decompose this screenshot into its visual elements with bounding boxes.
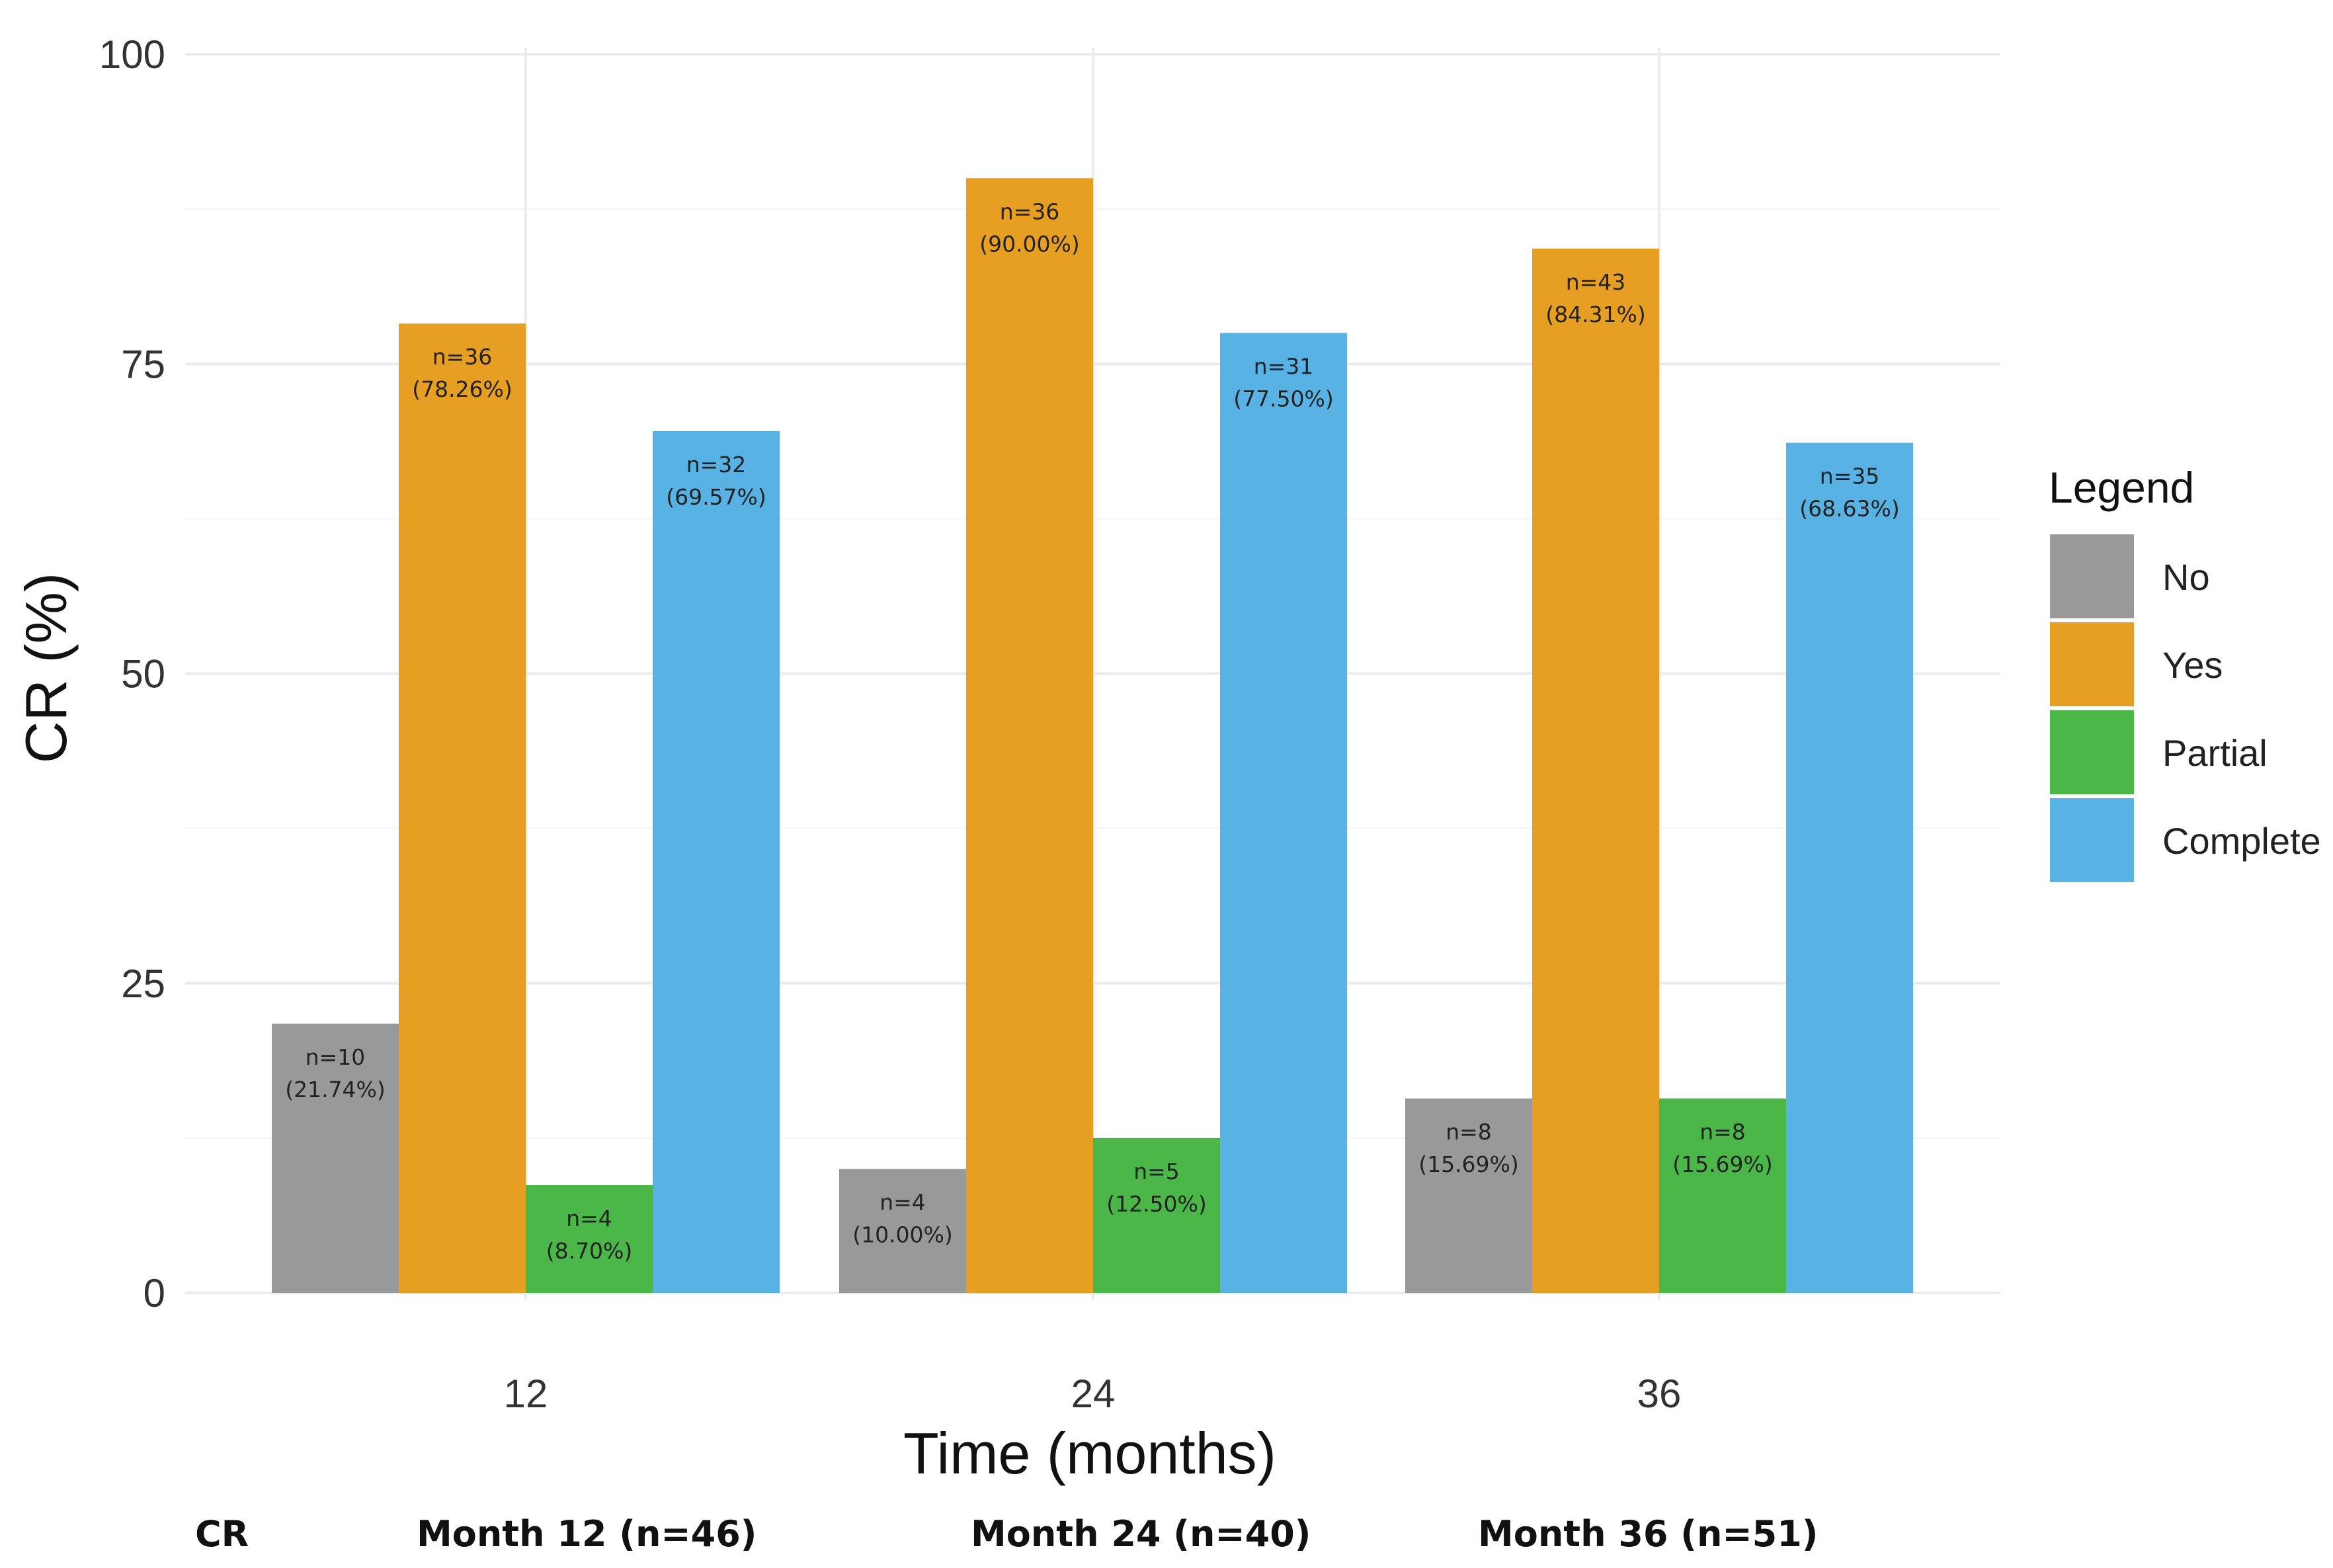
legend-swatch [2050,798,2134,882]
bar-percent-label: (68.63%) [1799,496,1900,522]
y-tick-label: 25 [121,962,165,1006]
x-tick-label: 36 [1637,1372,1682,1416]
cr-row-label: CR [195,1513,249,1555]
legend-swatch [2050,622,2134,706]
bar-count-label: n=35 [1820,464,1880,489]
bar-percent-label: (10.00%) [852,1222,953,1248]
y-tick-label: 100 [99,32,165,77]
legend: Legend No Yes Partial Complete [2049,463,2321,882]
bar-count-label: n=4 [880,1190,926,1216]
bar-percent-label: (90.00%) [979,231,1080,257]
bar-count-label: n=36 [432,344,493,370]
bar [399,323,526,1293]
bar [1786,442,1913,1294]
bar [1405,1098,1532,1293]
legend-label: Partial [2162,732,2268,774]
x-axis-ticks: 12 24 36 [504,1372,1682,1416]
x-tick-label: 12 [504,1372,548,1416]
y-axis-ticks: 0 25 50 75 100 [99,32,165,1315]
bar-percent-label: (12.50%) [1106,1191,1207,1217]
bar [653,431,780,1294]
bar-count-label: n=31 [1254,353,1314,379]
bar [839,1169,966,1293]
bar-percent-label: (15.69%) [1418,1151,1519,1177]
bar-count-label: n=8 [1446,1119,1492,1145]
bar-percent-label: (77.50%) [1233,386,1334,411]
bar-count-label: n=36 [1000,198,1060,224]
bar [1093,1137,1220,1293]
bar-count-label: n=8 [1699,1119,1746,1145]
bar [526,1185,653,1293]
bar-labels: n=10 (21.74%) n=36 (78.26%) n=4 (8.70%) n=32 (6… [285,198,1900,1264]
bar-count-label: n=43 [1566,269,1626,295]
bars [272,178,1913,1294]
x-axis-title: Time (months) [903,1421,1276,1486]
bar-percent-label: (15.69%) [1672,1151,1773,1177]
bar-percent-label: (8.70%) [546,1238,633,1264]
cr-row-cell: Month 12 (n=46) [417,1513,757,1555]
legend-label: Complete [2162,820,2321,862]
bar-count-label: n=32 [686,452,747,477]
x-tick-label: 24 [1071,1372,1116,1416]
y-tick-label: 50 [121,652,165,696]
bar [966,178,1093,1293]
bar-percent-label: (78.26%) [412,376,512,402]
bar [1532,248,1659,1294]
bar-percent-label: (21.74%) [285,1077,386,1102]
bar-percent-label: (84.31%) [1545,302,1646,327]
bar-percent-label: (69.57%) [666,484,766,510]
legend-swatch [2050,710,2134,794]
bar-count-label: n=5 [1133,1159,1180,1184]
y-tick-label: 75 [121,342,165,386]
cr-row-cell: Month 36 (n=51) [1478,1513,1818,1555]
bar-count-label: n=4 [566,1206,612,1231]
bar [1659,1098,1786,1293]
legend-swatch [2050,534,2134,618]
legend-label: Yes [2162,644,2223,686]
bar-count-label: n=10 [306,1044,366,1070]
y-axis-title: CR (%) [13,573,79,763]
cr-row-cell: Month 24 (n=40) [971,1513,1311,1555]
legend-title: Legend [2049,463,2194,512]
cr-summary-row: CR Month 12 (n=46) Month 24 (n=40) Month… [195,1513,1818,1555]
legend-label: No [2162,556,2210,598]
bar [1220,333,1347,1293]
y-tick-label: 0 [143,1271,165,1315]
bar [272,1023,399,1293]
